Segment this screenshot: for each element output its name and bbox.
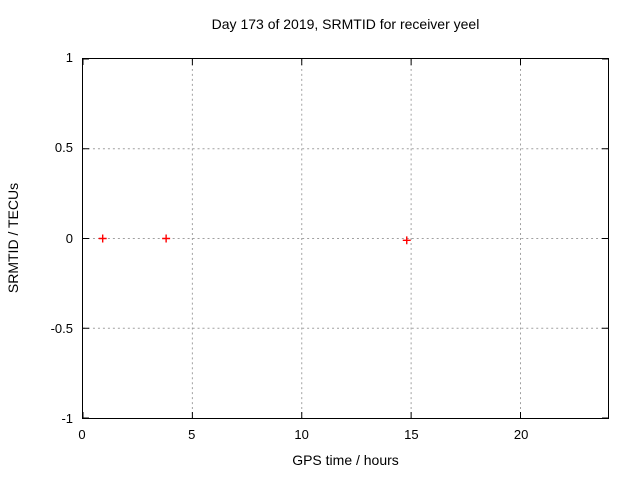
x-axis-label: GPS time / hours: [292, 452, 399, 468]
x-tick-label: 15: [404, 427, 419, 442]
data-point-marker: [98, 234, 107, 243]
x-tick-label: 0: [78, 427, 86, 442]
chart-title: Day 173 of 2019, SRMTID for receiver yee…: [211, 16, 480, 32]
y-tick-label: -0.5: [50, 320, 73, 336]
y-tick-label: 0.5: [54, 140, 73, 156]
tick-marks: [83, 59, 608, 418]
x-tick-label: 10: [294, 427, 309, 442]
y-tick-label: 1: [65, 50, 73, 65]
plot-svg: [83, 59, 608, 418]
x-tick-label: 20: [513, 427, 529, 442]
y-tick-label: -1: [61, 411, 73, 426]
series-srmtid: [98, 234, 411, 245]
y-tick-label: 0: [65, 230, 73, 246]
y-axis-label: SRMTID / TECUs: [5, 182, 21, 294]
gridlines: [83, 59, 608, 418]
x-tick-label: 5: [188, 427, 196, 442]
plot-area: [82, 58, 609, 419]
data-point-marker: [402, 236, 411, 245]
data-point-marker: [162, 234, 171, 243]
